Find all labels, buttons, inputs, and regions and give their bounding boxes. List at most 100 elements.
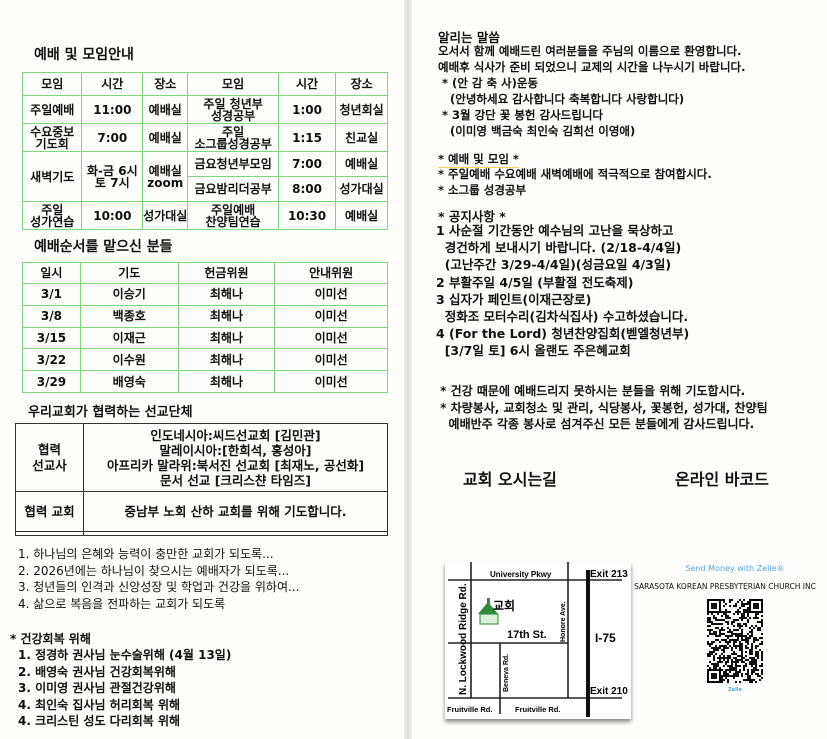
- list-item: 4 (For the Lord) 청년찬양집회(벧엘청년부): [436, 326, 690, 342]
- list-item: * 건강 때문에 예배드리지 못하시는 분들을 위해 기도합시다.: [436, 384, 746, 398]
- list-item: 2. 2026년에는 하나님이 찾으시는 예배자가 되도록...: [18, 563, 290, 578]
- list-item: (안녕하세요 감사합니다 축복합니다 사랑합니다): [438, 92, 685, 106]
- directions-title: 교회 오시는길: [463, 470, 557, 489]
- table-row: 주일예배 11:00 예배실 주일 청년부 성경공부 1:00 청년회실: [21, 95, 388, 124]
- meetings-title: 예배 및 모임안내: [34, 47, 134, 63]
- missionaries: 인도네시아:씨드선교회 [김민관] 말레이시아:[한희석, 홍성아] 아프리카 …: [83, 423, 388, 492]
- cell-time-2: 10:30: [277, 201, 337, 230]
- list-item: 2. 배영숙 권사님 건강회복위해: [18, 664, 176, 679]
- missions-title: 우리교회가 협력하는 선교단체: [28, 405, 193, 420]
- church-text: 중남부 노회 산하 교회를 위해 기도합니다.: [83, 491, 388, 532]
- map-exit213-label: Exit 213: [590, 569, 628, 580]
- list-item: (고난주간 3/29-4/4일)(성금요일 4/3일): [436, 257, 672, 273]
- cell-usher: 이미선: [274, 370, 388, 393]
- cell-place: 성가대실: [142, 201, 189, 230]
- table-row: 3/15 이재근 최해나 이미선: [22, 326, 388, 350]
- cell-usher: 이미선: [274, 283, 388, 306]
- cell-place-2: 친교실: [335, 123, 388, 152]
- list-item: 예배후 식사가 준비 되었으니 교제의 시간을 나누시기 바랍니다.: [438, 60, 746, 74]
- header-place-2: 장소: [335, 72, 388, 96]
- servers-table: 일시 기도 헌금위원 안내위원 3/1 이승기 최해나 이미선 3/8 백종호 최해나 이미선 3/15…: [22, 262, 388, 393]
- header-time: 시간: [81, 72, 144, 96]
- cell-place: 예배실 zoom: [142, 151, 189, 202]
- health-list: 1. 정경하 권사님 눈수술위해 (4월 13일) 2. 배영숙 권사님 건강회복…: [18, 647, 231, 730]
- cell-usher: 이미선: [274, 348, 388, 372]
- directions-map: University Pkwy Exit 213 N. Lockwood Rid…: [445, 562, 631, 719]
- cell-date: 3/29: [22, 370, 81, 393]
- missionary-label: 협력 선교사: [15, 423, 84, 492]
- map-i75-label: I-75: [595, 631, 616, 645]
- cell-prayer: 백종호: [79, 304, 179, 328]
- cell-offering: 최해나: [177, 348, 276, 372]
- worship-list: * 주일예배 수요예배 새벽예배에 적극적으로 참여합시다. * 소그룹 성경공부: [438, 166, 712, 198]
- cell-meeting-2: 금요밤리더공부: [187, 176, 279, 202]
- cell-place-2: 청년회실: [335, 95, 388, 124]
- cell-prayer: 이승기: [79, 283, 179, 306]
- header-usher: 안내위원: [274, 262, 388, 284]
- cell-meeting: 수요중보 기도회: [21, 123, 83, 152]
- map-fruitville-label-1: Fruitville Rd.: [447, 705, 492, 714]
- map-17th-label: 17th St.: [507, 629, 547, 641]
- cell-meeting-2: 주일예배 찬양팀연습: [187, 201, 279, 230]
- table-row: 3/29 배영숙 최해나 이미선: [22, 370, 388, 393]
- cell-time-2: 8:00: [277, 176, 337, 202]
- missions-table: 협력 선교사 인도네시아:씨드선교회 [김민관] 말레이시아:[한희석, 홍성아…: [15, 423, 388, 536]
- list-item: 4. 삶으로 복음을 전파하는 교회가 되도록: [18, 596, 226, 611]
- zelle-qr-section: Send Money with Zelle® SARASOTA KOREAN P…: [634, 560, 820, 710]
- map-lockwood-label: N. Lockwood Ridge Rd.: [458, 583, 469, 695]
- cell-time-2: 1:00: [277, 95, 337, 124]
- table-row: 금요밤리더공부 8:00 성가대실: [23, 176, 388, 202]
- list-item: 3. 이미영 권사님 관절건강위해: [18, 681, 176, 695]
- page-gutter: [404, 0, 412, 739]
- zelle-org-label: SARASOTA KOREAN PRESBYTERIAN CHURCH INC: [634, 582, 816, 591]
- prayer-list: 1. 하나님의 은혜와 능력이 충만한 교회가 되도록... 2. 2026년에는…: [18, 546, 299, 612]
- table-row: 새벽기도 화-금 6시 토 7시 예배실 zoom 금요청년부모임 7:00 예배실: [21, 151, 388, 202]
- header-meeting-2: 모임: [187, 72, 279, 96]
- qr-code[interactable]: [707, 599, 763, 683]
- servers-title: 예배순서를 맡으신 분들: [34, 239, 173, 255]
- list-item: [3/7일 토] 6시 올랜도 주은혜교회: [436, 343, 631, 359]
- list-item: * 주일예배 수요예배 새벽예배에 적극적으로 참여합시다.: [438, 167, 712, 181]
- cell-place-2: 예배실: [335, 151, 388, 177]
- cell-meeting: 주일 성가연습: [21, 201, 83, 230]
- cell-time: 화-금 6시 토 7시: [81, 151, 144, 202]
- cell-prayer: 이수원: [79, 348, 179, 372]
- thanks-list: * 건강 때문에 예배드리지 못하시는 분들을 위해 기도합시다. * 차량봉사…: [436, 383, 767, 433]
- table-row: 주일 성가연습 10:00 성가대실 주일예배 찬양팀연습 10:30 예배실: [21, 201, 388, 230]
- table-row: 3/8 백종호 최해나 이미선: [22, 304, 388, 328]
- cell-time-2: 1:15: [277, 123, 337, 152]
- barcode-title: 온라인 바코드: [675, 470, 769, 489]
- map-fruitville-label-2: Fruitville Rd.: [515, 705, 560, 714]
- list-item: 경건하게 보내시기 바랍니다. (2/18-4/4일): [436, 240, 682, 256]
- cell-meeting-2: 금요청년부모임: [187, 151, 279, 177]
- list-item: 1. 하나님의 은혜와 능력이 충만한 교회가 되도록...: [18, 547, 274, 561]
- cell-meeting: 새벽기도: [21, 151, 83, 202]
- announce-list: 1 사순절 기간동안 예수님의 고난을 묵상하고 경건하게 보내시기 바랍니다.…: [436, 222, 689, 360]
- map-church-label: 교회: [493, 598, 515, 613]
- list-item: 오서서 함께 예배드린 여러분들을 주님의 이름으로 환영합니다.: [438, 44, 742, 58]
- cell-date: 3/15: [22, 326, 81, 350]
- notice-title: 알리는 말씀: [438, 30, 500, 45]
- header-offering: 헌금위원: [177, 262, 276, 284]
- cell-prayer: 배영숙: [79, 370, 179, 393]
- cell-meeting-2: 주일 청년부 성경공부: [187, 95, 279, 124]
- header-meeting: 모임: [21, 72, 83, 96]
- map-university-label: University Pkwy: [490, 570, 552, 579]
- notice-list: 오서서 함께 예배드린 여러분들을 주님의 이름으로 환영합니다. 예배후 식사가…: [438, 43, 745, 139]
- list-item: * 소그룹 성경공부: [438, 183, 527, 197]
- list-item: * (안 감 축 사)운동: [438, 76, 539, 90]
- table-row: 3/1 이승기 최해나 이미선: [22, 283, 388, 306]
- cell-usher: 이미선: [274, 304, 388, 328]
- cell-offering: 최해나: [177, 326, 276, 350]
- list-item: * 3월 강단 꽃 봉헌 감사드립니다: [438, 108, 603, 122]
- cell-place-2: 예배실: [335, 201, 388, 230]
- map-beneva-label: Beneva Rd.: [503, 654, 510, 692]
- header-place: 장소: [142, 72, 189, 96]
- health-title: * 건강회복 위해: [10, 632, 91, 646]
- map-honore-label: Honore Ave.: [560, 601, 567, 642]
- list-item: (이미영 백금숙 최인숙 김희선 이영애): [438, 124, 636, 138]
- list-item: 3. 청년들의 인격과 신앙성장 및 학업과 건강을 위하여...: [18, 580, 300, 594]
- cell-place: 예배실: [142, 123, 189, 152]
- table-row: 수요중보 기도회 7:00 예배실 주일 소그룹성경공부 1:15 친교실: [21, 123, 388, 152]
- header-time-2: 시간: [277, 72, 337, 96]
